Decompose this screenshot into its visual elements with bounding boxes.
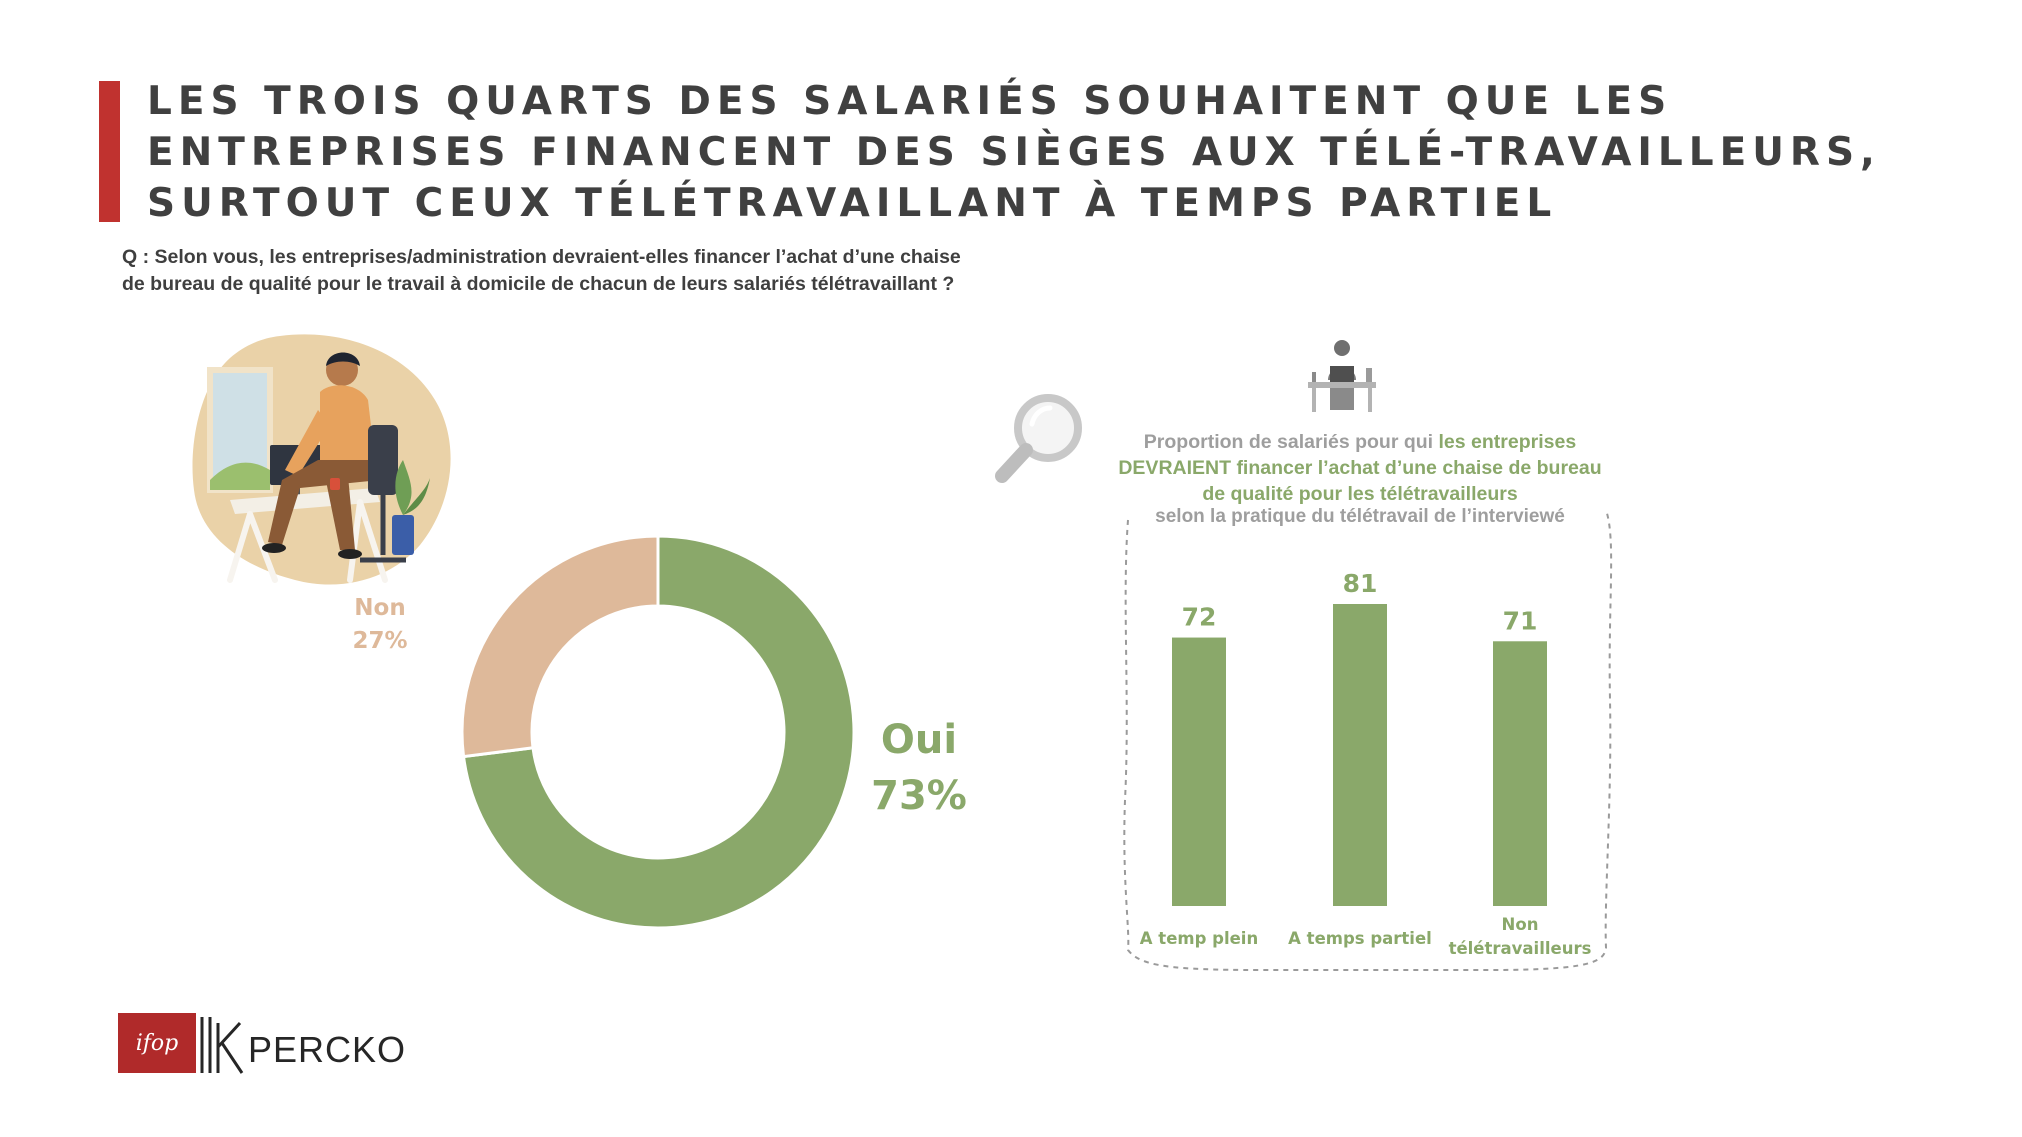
bar-chart-subtitle: selon la pratique du télétravail de l’in…	[1155, 506, 1565, 527]
bar-chart-frame	[1123, 509, 1613, 971]
title-accent-bar	[99, 81, 120, 222]
person-at-desk-icon	[1308, 340, 1376, 412]
bar-1	[1172, 637, 1226, 906]
bar-value-label-1: 72	[1182, 603, 1217, 632]
bar-chart-title-part-2: les entreprises	[1438, 431, 1577, 453]
bar-chart-title: Proportion de salariés pour qui les entr…	[1060, 429, 1660, 507]
percko-logo: PERCKO	[248, 1029, 407, 1070]
question-line-2: de bureau de qualité pour le travail à d…	[122, 273, 955, 295]
donut-label-non-value: 27%	[352, 628, 408, 654]
donut-label-oui-name: Oui	[880, 717, 958, 763]
bar-category-label-1: A temp plein	[1140, 929, 1258, 948]
person-working-at-desk-illustration	[192, 334, 451, 585]
title-line-3: SURTOUT CEUX TÉLÉTRAVAILLANT À TEMPS PAR…	[147, 181, 1558, 226]
bar-value-label-3: 71	[1503, 606, 1538, 635]
donut-label-non-name: Non	[354, 595, 406, 621]
ifop-logo-text: ifop	[135, 1030, 179, 1056]
bar-chart-title-part-1: Proportion de salariés pour qui	[1143, 431, 1439, 453]
bar-value-label-2: 81	[1343, 569, 1378, 598]
donut-slice-oui	[461, 534, 856, 930]
donut-label-non: Non 27%	[340, 592, 420, 658]
percko-logo-mark	[200, 1017, 244, 1074]
donut-label-oui: Oui 73%	[864, 712, 974, 824]
bar-chart-title-line-3: de qualité pour les télétravailleurs	[1202, 483, 1518, 505]
bar-2	[1333, 604, 1387, 906]
bar-category-label-2: A temps partiel	[1288, 929, 1432, 948]
question-line-1: Q : Selon vous, les entreprises/administ…	[122, 246, 961, 268]
bar-chart-title-line-2: DEVRAIENT financer l’achat d’une chaise …	[1118, 457, 1602, 479]
survey-question: Q : Selon vous, les entreprises/administ…	[122, 244, 1122, 298]
page-title: LES TROIS QUARTS DES SALARIÉS SOUHAITENT…	[147, 76, 1967, 229]
bar-3	[1493, 641, 1547, 906]
ifop-logo: ifop	[118, 1013, 196, 1073]
magnifying-glass-icon	[995, 394, 1082, 483]
donut-slice-non	[460, 534, 660, 759]
title-line-1: LES TROIS QUARTS DES SALARIÉS SOUHAITENT…	[147, 79, 1673, 124]
title-line-2: ENTREPRISES FINANCENT DES SIÈGES AUX TÉL…	[147, 130, 1881, 175]
bar-chart-title-line-1: Proportion de salariés pour qui les entr…	[1060, 429, 1660, 455]
bar-category-label-3: Non télétravailleurs	[1449, 915, 1592, 958]
donut-label-oui-value: 73%	[871, 773, 967, 819]
